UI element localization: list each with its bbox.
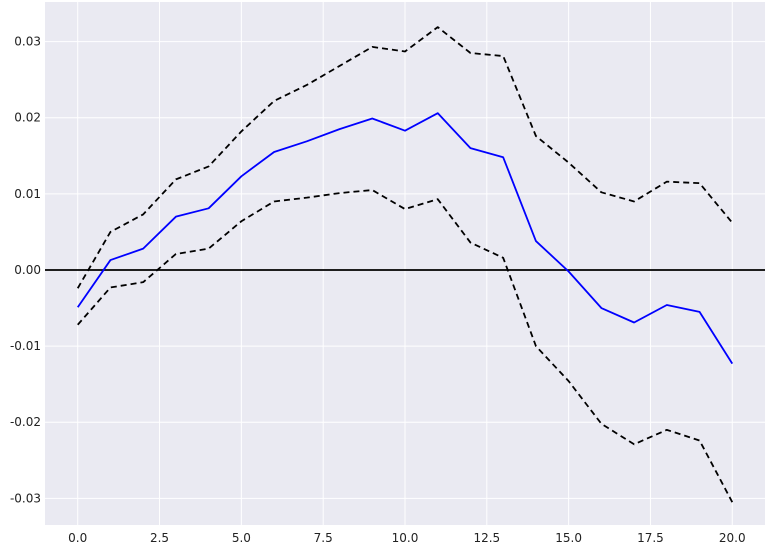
x-tick-label: 10.0 bbox=[392, 531, 419, 545]
y-tick-label: -0.03 bbox=[10, 491, 41, 505]
x-axis-ticks: 0.0 2.5 5.0 7.5 10.0 12.5 15.0 17.5 20.0 bbox=[68, 531, 745, 545]
x-tick-label: 5.0 bbox=[232, 531, 251, 545]
estimate-line bbox=[76, 112, 734, 365]
x-tick-label: 17.5 bbox=[637, 531, 664, 545]
x-tick-label: 20.0 bbox=[719, 531, 746, 545]
series-lines bbox=[76, 26, 734, 503]
y-tick-label: -0.02 bbox=[10, 415, 41, 429]
x-tick-label: 7.5 bbox=[314, 531, 333, 545]
y-tick-label: 0.03 bbox=[14, 35, 41, 49]
upper-bound-line bbox=[76, 26, 733, 289]
x-tick-label: 0.0 bbox=[68, 531, 87, 545]
x-tick-label: 12.5 bbox=[473, 531, 500, 545]
x-tick-label: 15.0 bbox=[555, 531, 582, 545]
x-tick-label: 2.5 bbox=[150, 531, 169, 545]
lower-bound-line bbox=[77, 189, 734, 503]
y-axis-ticks: -0.03 -0.02 -0.01 0.00 0.01 0.02 0.03 bbox=[10, 35, 41, 506]
y-tick-label: -0.01 bbox=[10, 339, 41, 353]
y-tick-label: 0.01 bbox=[14, 187, 41, 201]
grid-lines bbox=[45, 2, 765, 525]
y-tick-label: 0.02 bbox=[14, 111, 41, 125]
y-tick-label: 0.00 bbox=[14, 263, 41, 277]
